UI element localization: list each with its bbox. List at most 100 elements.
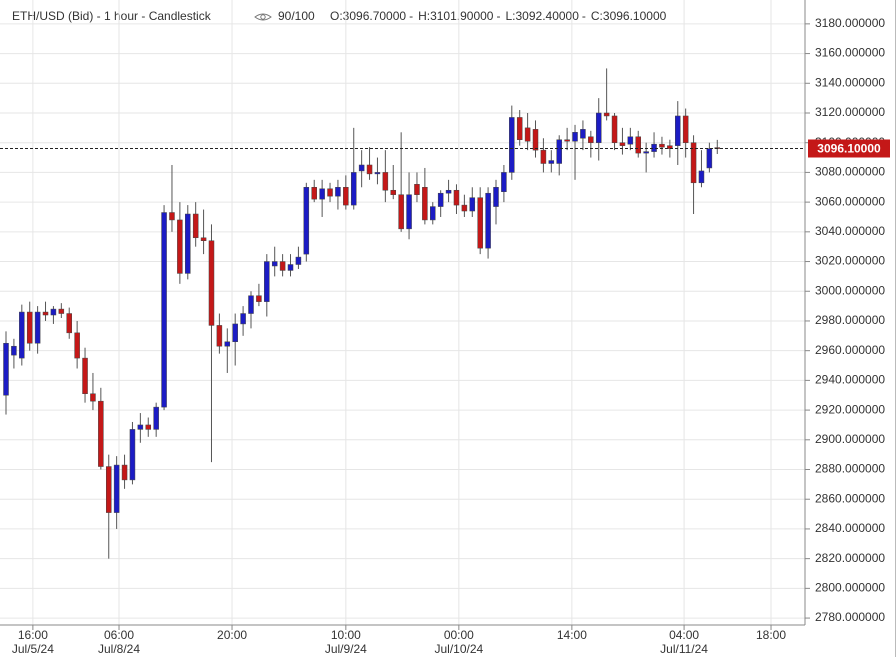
y-tick-label: 2840.000000 bbox=[815, 521, 885, 535]
x-tick-label: 20:00 bbox=[217, 628, 247, 642]
candle-body bbox=[3, 342, 9, 396]
last-price-box bbox=[808, 139, 890, 158]
candle-body bbox=[358, 164, 365, 172]
candle-body bbox=[667, 145, 673, 149]
x-tick-date: Jul/5/24 bbox=[12, 642, 54, 656]
x-tick-label: 14:00 bbox=[557, 628, 587, 642]
candle-body bbox=[651, 143, 657, 152]
candle-body bbox=[137, 424, 144, 430]
candle-body bbox=[216, 325, 223, 347]
candle-body bbox=[390, 189, 397, 195]
candle-body bbox=[485, 192, 491, 249]
y-tick-label: 2820.000000 bbox=[815, 551, 885, 565]
candle-body bbox=[121, 464, 128, 481]
candle-body bbox=[248, 295, 254, 314]
y-tick-label: 3180.000000 bbox=[815, 16, 885, 30]
candle-body bbox=[34, 311, 41, 344]
candle-body bbox=[532, 129, 539, 151]
candle-body bbox=[603, 112, 610, 117]
candle-body bbox=[232, 323, 238, 343]
candle-body bbox=[129, 429, 136, 481]
candle-body bbox=[303, 187, 310, 255]
ohlc-label: H:3101.90000 bbox=[418, 9, 494, 23]
last-price-label: 3096.10000 bbox=[817, 142, 881, 156]
candle-body bbox=[635, 136, 641, 154]
x-tick-label: 04:00 bbox=[669, 628, 699, 642]
x-tick-label: 18:00 bbox=[756, 628, 786, 642]
candle-body bbox=[540, 149, 547, 164]
candle-body bbox=[366, 164, 373, 175]
ohlc-label: L:3092.40000 bbox=[505, 9, 579, 23]
candle-body bbox=[445, 189, 452, 194]
candle-body bbox=[430, 206, 436, 221]
candle-body bbox=[240, 313, 246, 325]
x-tick-label: 16:00 bbox=[18, 628, 48, 642]
candle-body bbox=[177, 219, 183, 274]
y-tick-label: 3080.000000 bbox=[815, 165, 885, 179]
candle-body bbox=[185, 213, 191, 274]
candle-body bbox=[153, 406, 159, 430]
candle-body bbox=[556, 139, 562, 164]
candle-body bbox=[374, 172, 381, 175]
candle-body bbox=[224, 341, 231, 347]
y-tick-label: 2800.000000 bbox=[815, 581, 885, 595]
y-tick-label: 3060.000000 bbox=[815, 194, 885, 208]
candle-body bbox=[690, 142, 697, 184]
candle-body bbox=[58, 308, 65, 314]
x-tick-label: 00:00 bbox=[444, 628, 474, 642]
candle-body bbox=[208, 240, 215, 326]
separator: - bbox=[496, 9, 500, 23]
y-tick-label: 2900.000000 bbox=[815, 432, 885, 446]
y-tick-label: 3000.000000 bbox=[815, 283, 885, 297]
candle-body bbox=[327, 188, 333, 197]
candle-body bbox=[200, 237, 207, 241]
candle-body bbox=[90, 393, 96, 402]
candle-body bbox=[287, 264, 294, 271]
candle-body bbox=[414, 184, 420, 195]
candle-body bbox=[422, 187, 428, 221]
y-tick-label: 2940.000000 bbox=[815, 373, 885, 387]
candle-body bbox=[295, 256, 302, 265]
eye-icon[interactable] bbox=[254, 13, 272, 21]
y-tick-label: 2920.000000 bbox=[815, 402, 885, 416]
separator: - bbox=[409, 9, 413, 23]
ohlc-label: C:3096.10000 bbox=[591, 9, 667, 23]
candle-body bbox=[564, 139, 570, 142]
candle-body bbox=[50, 308, 57, 316]
candle-body bbox=[319, 188, 325, 200]
y-tick-label: 2860.000000 bbox=[815, 491, 885, 505]
candle-body bbox=[74, 332, 80, 359]
x-tick-date: Jul/9/24 bbox=[325, 642, 367, 656]
candle-body bbox=[264, 261, 270, 302]
candle-body bbox=[461, 204, 468, 212]
candle-body bbox=[524, 127, 531, 142]
candle-body bbox=[11, 345, 17, 356]
candle-body bbox=[311, 187, 317, 200]
candle-body bbox=[161, 212, 167, 408]
candle-body bbox=[453, 189, 460, 206]
candle-body bbox=[105, 466, 112, 513]
candle-body bbox=[595, 112, 602, 143]
y-tick-label: 3120.000000 bbox=[815, 105, 885, 119]
candle-body bbox=[682, 115, 689, 143]
y-tick-label: 2880.000000 bbox=[815, 462, 885, 476]
separator: - bbox=[582, 9, 586, 23]
candle-body bbox=[619, 142, 626, 146]
candle-body bbox=[382, 172, 389, 191]
candle-body bbox=[706, 148, 713, 169]
candle-body bbox=[580, 129, 586, 139]
candle-body bbox=[643, 151, 649, 154]
candle-body bbox=[477, 197, 483, 249]
y-tick-label: 2960.000000 bbox=[815, 343, 885, 357]
candle-body bbox=[335, 187, 341, 197]
candle-body bbox=[169, 212, 175, 221]
candle-body bbox=[98, 400, 104, 467]
candle-body bbox=[343, 187, 349, 206]
y-tick-label: 3140.000000 bbox=[815, 75, 885, 89]
x-tick-date: Jul/10/24 bbox=[434, 642, 483, 656]
candle-body bbox=[19, 311, 25, 359]
candle-body bbox=[437, 192, 444, 207]
x-tick-label: 10:00 bbox=[331, 628, 361, 642]
